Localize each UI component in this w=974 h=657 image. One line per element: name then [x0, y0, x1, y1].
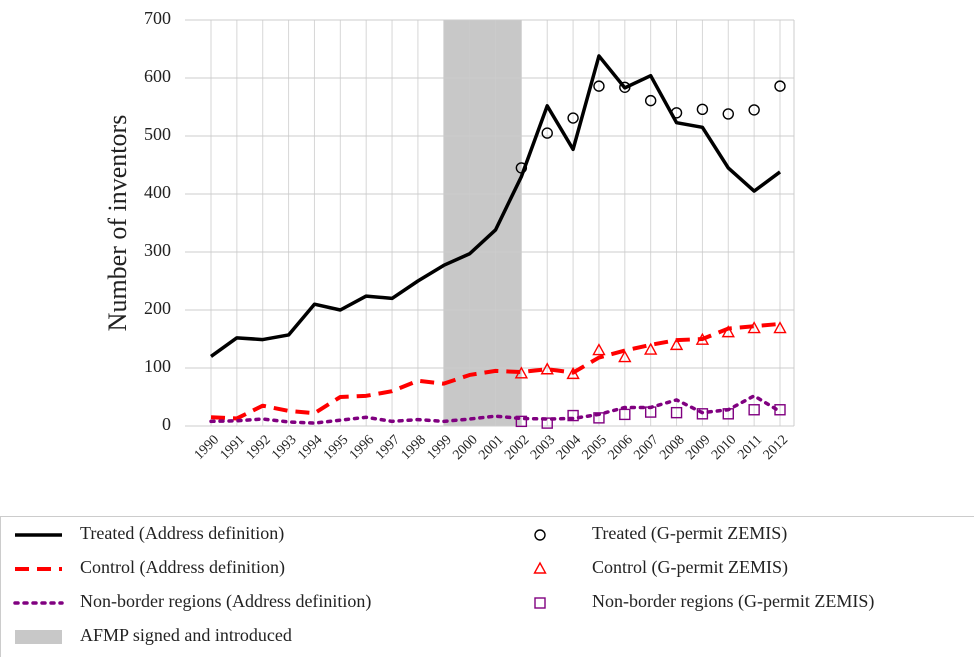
- y-tick-label: 100: [144, 356, 171, 376]
- scatter-point: [696, 103, 709, 116]
- scatter-point: [566, 366, 580, 380]
- legend-label: Non-border regions (G-permit ZEMIS): [592, 591, 874, 612]
- scatter-point: [593, 412, 605, 424]
- legend-swatch: [15, 630, 62, 644]
- scatter-point: [541, 127, 553, 139]
- scatter-point: [722, 108, 734, 120]
- legend-swatch: [533, 561, 547, 574]
- x-tick-label: 2008: [657, 432, 687, 462]
- scatter-point: [592, 343, 606, 356]
- legend-swatch: [534, 529, 546, 541]
- y-tick-label: 600: [144, 66, 171, 86]
- legend-label: AFMP signed and introduced: [80, 625, 292, 645]
- x-tick-label: 1996: [347, 432, 377, 462]
- y-tick-label: 500: [144, 124, 171, 144]
- x-tick-label: 1992: [243, 432, 273, 462]
- scatter-point: [722, 408, 734, 420]
- scatter-point: [541, 417, 553, 429]
- x-tick-label: 1990: [192, 432, 222, 462]
- line-series: [209, 54, 782, 358]
- scatter-point: [618, 350, 632, 363]
- scatter-point: [670, 107, 683, 119]
- x-tick-label: 2007: [631, 432, 661, 462]
- legend-label: Treated (Address definition): [80, 523, 284, 544]
- x-tick-label: 2012: [761, 432, 791, 462]
- scatter-point: [773, 321, 787, 334]
- scatter-point: [515, 162, 528, 174]
- shaded-span: [443, 20, 522, 426]
- scatter-point: [747, 321, 761, 334]
- x-tick-label: 2002: [502, 432, 532, 462]
- x-tick-label: 2009: [683, 432, 713, 462]
- y-tick-label: 300: [144, 240, 171, 260]
- x-tick-label: 1994: [295, 432, 325, 462]
- line-series: [210, 321, 781, 421]
- x-tick-label: 2011: [735, 432, 765, 462]
- scatter-point: [644, 406, 657, 418]
- x-tick-label: 2006: [606, 432, 636, 462]
- scatter-point: [567, 409, 579, 422]
- scatter-point: [695, 332, 710, 345]
- x-tick-label: 1995: [321, 432, 351, 462]
- scatter-point: [644, 94, 657, 107]
- scatter-point: [593, 80, 605, 92]
- line-series: [209, 394, 782, 425]
- x-tick-label: 2003: [528, 432, 558, 462]
- legend-swatch: [534, 597, 546, 609]
- scatter-point: [669, 337, 684, 351]
- legend-label: Control (G-permit ZEMIS): [592, 557, 788, 578]
- scatter-point: [670, 406, 683, 419]
- scatter-point: [619, 408, 631, 421]
- legend-label: Control (Address definition): [80, 557, 285, 578]
- legend-frame: [0, 516, 974, 657]
- x-tick-label: 1997: [373, 432, 403, 462]
- x-tick-label: 2010: [709, 432, 739, 462]
- x-tick-label: 1999: [424, 432, 454, 462]
- x-tick-label: 2001: [476, 432, 506, 462]
- scatter-point: [696, 408, 709, 420]
- scatter-point: [774, 404, 786, 416]
- scatter-point: [748, 104, 760, 116]
- legend-label: Non-border regions (Address definition): [80, 591, 371, 612]
- legend-label: Treated (G-permit ZEMIS): [592, 523, 787, 544]
- y-tick-label: 200: [144, 298, 171, 318]
- scatter-point: [748, 404, 760, 416]
- y-tick-label: 0: [162, 414, 171, 434]
- scatter-point: [514, 366, 529, 379]
- scatter-point: [643, 342, 658, 355]
- x-tick-label: 2005: [580, 432, 610, 462]
- x-tick-label: 2004: [554, 432, 584, 462]
- y-tick-label: 700: [144, 8, 171, 28]
- scatter-point: [515, 415, 528, 428]
- x-tick-label: 1998: [399, 432, 429, 462]
- x-tick-label: 1993: [269, 432, 299, 462]
- scatter-point: [619, 81, 631, 93]
- scatter-point: [540, 362, 554, 375]
- x-tick-label: 2000: [450, 432, 480, 462]
- scatter-point: [567, 112, 579, 124]
- x-tick-label: 1991: [218, 432, 248, 462]
- y-axis-label: Number of inventors: [103, 115, 132, 332]
- scatter-point: [774, 80, 786, 92]
- y-tick-label: 400: [144, 182, 171, 202]
- scatter-point: [721, 325, 735, 338]
